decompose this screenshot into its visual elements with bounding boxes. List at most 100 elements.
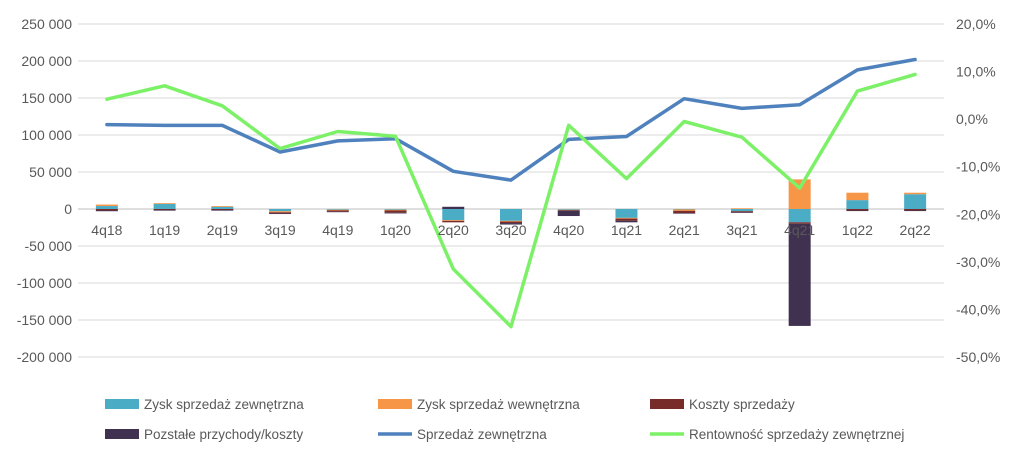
bar bbox=[211, 206, 234, 207]
bar bbox=[153, 210, 176, 211]
bar bbox=[269, 209, 292, 212]
left-axis-tick-label: 0 bbox=[64, 201, 72, 217]
bar bbox=[730, 209, 753, 212]
legend-label: Sprzedaż zewnętrzna bbox=[417, 427, 547, 442]
bar bbox=[95, 209, 118, 211]
bar bbox=[730, 211, 753, 213]
bar bbox=[269, 213, 292, 215]
right-axis-tick-label: -40,0% bbox=[956, 301, 1000, 317]
bar bbox=[153, 203, 176, 204]
bar bbox=[904, 194, 927, 209]
legend-swatch bbox=[105, 429, 139, 439]
bar bbox=[788, 222, 811, 224]
right-axis-tick-label: -20,0% bbox=[956, 206, 1000, 222]
bar bbox=[442, 220, 465, 223]
category-label: 1q21 bbox=[611, 222, 642, 238]
left-axis-tick-label: 100 000 bbox=[21, 127, 72, 143]
bar bbox=[846, 210, 869, 212]
right-axis-tick-label: -50,0% bbox=[956, 349, 1000, 365]
legend-swatch bbox=[650, 399, 684, 409]
category-label: 4q19 bbox=[322, 222, 353, 238]
right-axis-tick-label: 0,0% bbox=[956, 111, 988, 127]
category-label: 1q20 bbox=[380, 222, 411, 238]
category-label: 2q19 bbox=[207, 222, 238, 238]
bar bbox=[326, 209, 349, 211]
bar bbox=[269, 211, 292, 213]
bar bbox=[788, 223, 811, 326]
left-axis-tick-label: 200 000 bbox=[21, 53, 72, 69]
category-label: 2q22 bbox=[900, 222, 931, 238]
bar bbox=[326, 209, 349, 210]
category-label: 4q20 bbox=[553, 222, 584, 238]
bar bbox=[904, 209, 927, 211]
line-series-layer bbox=[105, 57, 917, 329]
bar bbox=[615, 220, 638, 223]
category-label: 1q22 bbox=[842, 222, 873, 238]
legend-swatch bbox=[105, 399, 139, 409]
legend-label: Rentowność sprzedaży zewnętrznej bbox=[689, 427, 904, 442]
bar bbox=[442, 209, 465, 221]
bar bbox=[384, 209, 407, 210]
category-label: 2q21 bbox=[669, 222, 700, 238]
legend-label: Zysk sprzedaż zewnętrzna bbox=[144, 397, 304, 412]
category-axis-labels: 4q18 1q19 2q19 3q19 4q19 1q20 2q20 3q20 4q20 1q21… bbox=[91, 222, 931, 238]
bar bbox=[557, 209, 580, 211]
bar bbox=[557, 209, 580, 210]
right-axis-tick-label: -10,0% bbox=[956, 159, 1000, 175]
bar bbox=[673, 209, 696, 211]
bar bbox=[500, 221, 522, 224]
series-line bbox=[105, 72, 917, 329]
left-axis-tick-label: 50 000 bbox=[29, 164, 72, 180]
bar bbox=[500, 220, 522, 222]
bar bbox=[557, 210, 580, 217]
left-axis-tick-label: -200 000 bbox=[17, 349, 72, 365]
right-axis-tick-label: 10,0% bbox=[956, 64, 996, 80]
right-axis-tick-labels: 20,0% 10,0% 0,0% -10,0% -20,0% -30,0% -40,0% -5… bbox=[956, 16, 1000, 365]
bar bbox=[846, 200, 869, 209]
bar bbox=[615, 217, 638, 219]
bar bbox=[673, 210, 696, 214]
bar bbox=[730, 208, 753, 209]
bar bbox=[442, 206, 465, 209]
category-label: 4q21 bbox=[784, 222, 815, 238]
legend: Zysk sprzedaż zewnętrzna Zysk sprzedaż we… bbox=[105, 397, 904, 442]
category-label: 4q18 bbox=[91, 222, 122, 238]
bar bbox=[153, 209, 176, 211]
bar bbox=[500, 209, 522, 221]
series-line bbox=[105, 57, 917, 182]
left-axis-tick-label: -150 000 bbox=[17, 312, 72, 328]
bar bbox=[326, 210, 349, 212]
right-axis-tick-label: -30,0% bbox=[956, 254, 1000, 270]
bar bbox=[846, 209, 869, 211]
bar bbox=[673, 213, 696, 214]
bar bbox=[95, 204, 118, 207]
bar bbox=[615, 209, 638, 218]
bar bbox=[384, 210, 407, 213]
bar bbox=[269, 212, 292, 214]
bar bbox=[673, 209, 696, 210]
bar bbox=[95, 206, 118, 209]
bar bbox=[384, 212, 407, 214]
left-axis-tick-labels: 250 000 200 000 150 000 100 000 50 000 0 -50 0… bbox=[17, 16, 72, 365]
legend-swatch bbox=[378, 399, 412, 409]
bar bbox=[846, 192, 869, 201]
bar bbox=[557, 210, 580, 211]
category-label: 3q21 bbox=[726, 222, 757, 238]
bar bbox=[211, 210, 234, 211]
bar bbox=[730, 212, 753, 213]
category-label: 3q19 bbox=[264, 222, 295, 238]
legend-label: Koszty sprzedaży bbox=[689, 397, 795, 412]
category-label: 3q20 bbox=[495, 222, 526, 238]
bar bbox=[788, 209, 811, 223]
bar bbox=[211, 209, 234, 211]
bar bbox=[615, 218, 638, 221]
bar-series-layer bbox=[95, 179, 927, 326]
bar bbox=[384, 209, 407, 211]
bar bbox=[500, 223, 522, 225]
bar bbox=[442, 220, 465, 221]
bar bbox=[211, 206, 234, 209]
right-axis-tick-label: 20,0% bbox=[956, 16, 996, 32]
left-axis-tick-label: -50 000 bbox=[25, 238, 73, 254]
category-label: 1q19 bbox=[149, 222, 180, 238]
